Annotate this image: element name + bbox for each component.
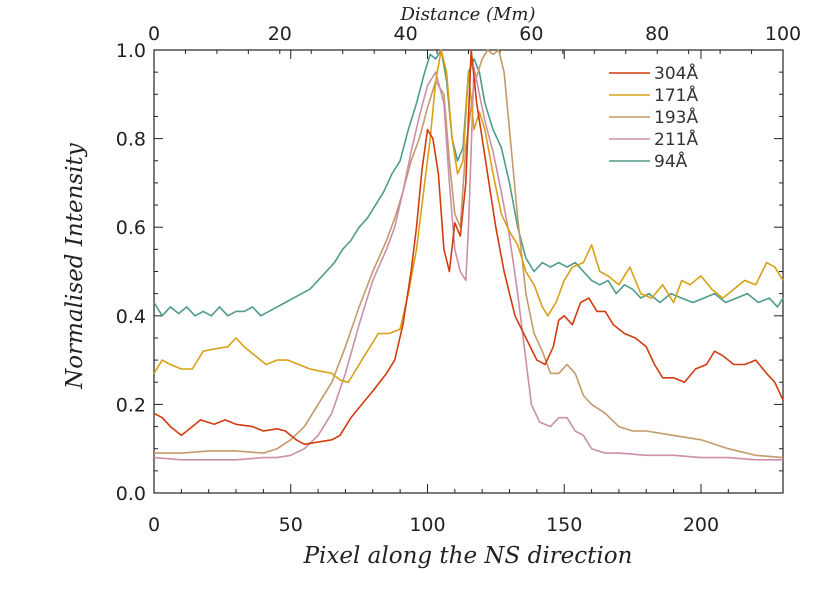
series-line-211	[153, 66, 783, 461]
x-axis: 0 50 100 150 200	[148, 50, 757, 536]
series-line-304	[153, 49, 784, 446]
series-lines	[153, 49, 784, 461]
top-tick-label: 60	[519, 23, 543, 45]
x-tick-label: 150	[546, 514, 582, 536]
series-line-193	[154, 49, 784, 459]
top-axis: 0 20 40 60 80 100	[148, 23, 801, 54]
y-axis: 0.0 0.2 0.4 0.6 0.8 1.0	[116, 40, 783, 505]
y-axis-title: Normalised Intensity	[62, 142, 88, 390]
top-tick-label: 20	[268, 23, 292, 45]
legend-label: 211Å	[654, 128, 698, 150]
series-line-94	[153, 49, 784, 317]
x-tick-label: 200	[683, 514, 719, 536]
legend-label: 193Å	[654, 106, 698, 128]
y-tick-label: 1.0	[116, 40, 146, 62]
legend-label: 304Å	[654, 62, 698, 84]
y-tick-label: 0.8	[116, 129, 146, 151]
legend-label: 94Å	[654, 150, 688, 172]
top-tick-label: 0	[148, 23, 160, 45]
y-tick-label: 0.6	[116, 217, 146, 239]
top-axis-title: Distance (Mm)	[400, 4, 536, 25]
top-tick-label: 40	[394, 23, 418, 45]
top-tick-label: 80	[645, 23, 669, 45]
y-tick-label: 0.4	[116, 306, 146, 328]
series-line-171	[153, 49, 784, 384]
x-tick-label: 100	[409, 514, 445, 536]
y-tick-label: 0.2	[116, 394, 146, 416]
y-tick-label: 0.0	[116, 483, 146, 505]
top-tick-label: 100	[765, 23, 801, 45]
x-tick-label: 0	[148, 514, 160, 536]
x-axis-title: Pixel along the NS direction	[303, 543, 633, 569]
x-tick-label: 50	[279, 514, 303, 536]
legend-label: 171Å	[654, 84, 698, 106]
